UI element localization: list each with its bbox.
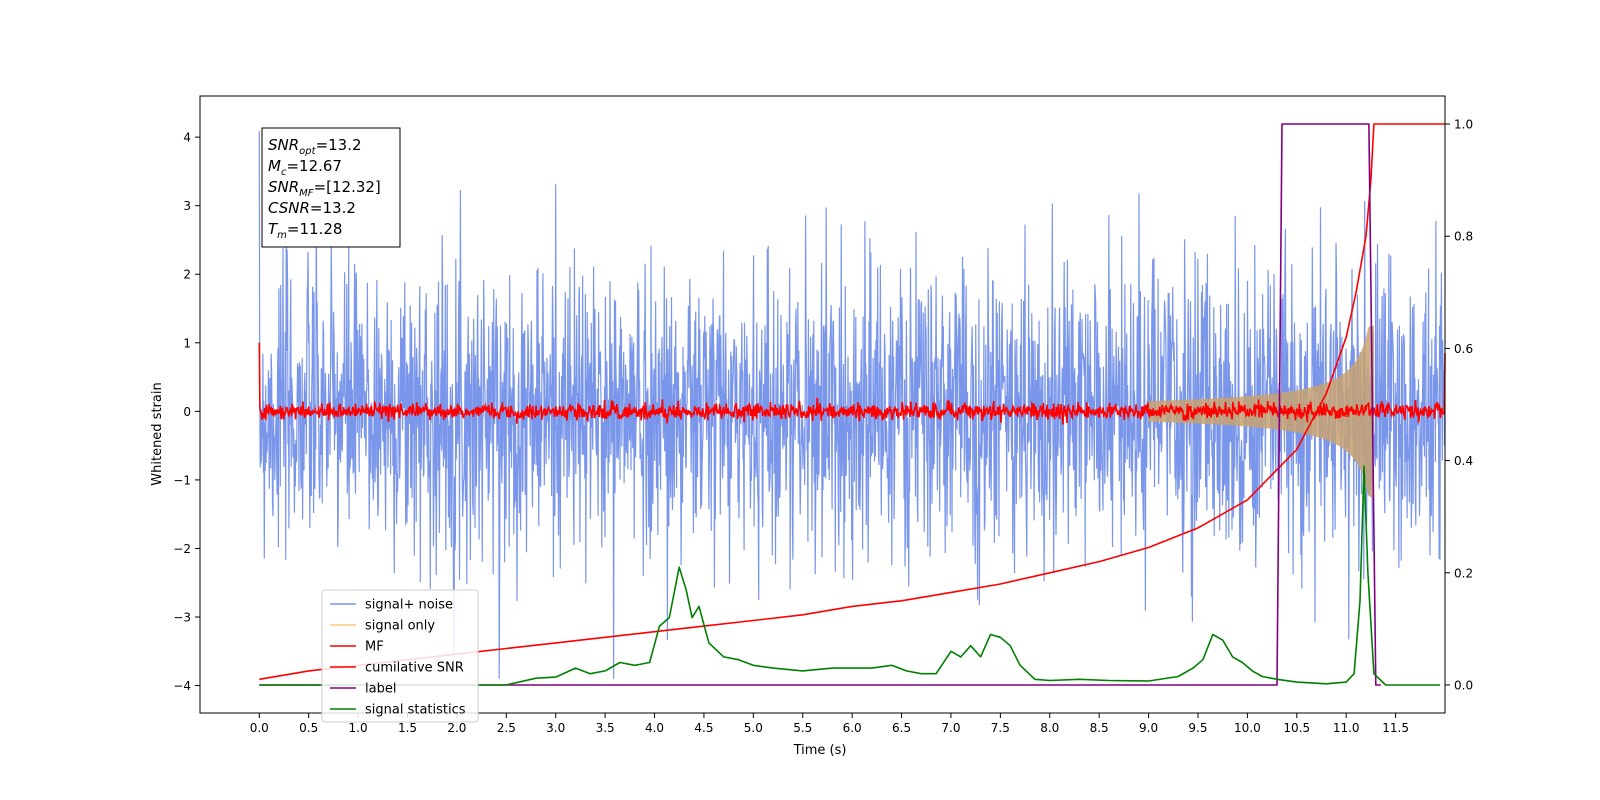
signal-statistics-line [259, 465, 1441, 686]
x-tick-label: 7.0 [941, 721, 960, 735]
x-tick-label: 2.0 [447, 721, 466, 735]
y-tick-label: 2 [183, 268, 191, 282]
y-tick-label: 1 [183, 336, 191, 350]
x-tick-label: 1.0 [349, 721, 368, 735]
right-y-tick-label: 0.6 [1454, 342, 1473, 356]
x-axis-ticks: 0.0 0.5 1.0 1.5 2.0 2.5 3.0 3.5 4.0 4.5 5.0 5.5 6.0 6… [250, 713, 1409, 735]
signal-noise-line [258, 131, 1446, 679]
x-tick-label: 6.5 [892, 721, 911, 735]
x-tick-label: 10.0 [1234, 721, 1261, 735]
legend-label: label [365, 682, 396, 697]
x-tick-label: 10.5 [1283, 721, 1310, 735]
y-axis-label: Whitened strain [150, 382, 165, 485]
x-tick-label: 4.0 [645, 721, 664, 735]
x-tick-label: 11.0 [1333, 721, 1360, 735]
x-tick-label: 0.0 [250, 721, 269, 735]
annotation-box: SNRopt=13.2Mc=12.67SNRMF=[12.32]CSNR=13.… [261, 127, 401, 248]
annotation-line: CSNR=13.2 [268, 199, 356, 217]
y-tick-label: −3 [173, 611, 191, 625]
cumilative-snr-line [259, 123, 1445, 681]
legend-frame [321, 589, 479, 723]
x-tick-label: 5.5 [793, 721, 812, 735]
y-tick-label: −1 [173, 473, 191, 487]
y-axis-ticks: 4 3 2 1 0 −1 −2 −3 −4 [173, 131, 200, 693]
mf-series [258, 342, 1446, 425]
annotation-line: SNRopt=13.2 [268, 136, 362, 157]
right-y-tick-label: 0.4 [1454, 454, 1473, 468]
y-tick-label: −4 [173, 679, 191, 693]
signal-noise-series [258, 131, 1446, 679]
right-y-tick-label: 1.0 [1454, 118, 1473, 132]
x-tick-label: 5.0 [744, 721, 763, 735]
right-y-tick-label: 0.2 [1454, 566, 1473, 580]
right-axis-series [259, 123, 1445, 686]
x-tick-label: 3.5 [596, 721, 615, 735]
x-tick-label: 6.0 [843, 721, 862, 735]
x-tick-label: 0.5 [299, 721, 318, 735]
annotation-line: Tm=11.28 [268, 220, 342, 241]
right-y-axis-ticks: 1.0 0.8 0.6 0.4 0.2 0.0 [1445, 118, 1473, 692]
legend-label: signal statistics [365, 703, 466, 718]
legend-label: signal+ noise [365, 598, 453, 613]
annotation-line: Mc=12.67 [268, 157, 342, 178]
annotation-line: SNRMF=[12.32] [268, 178, 381, 199]
x-tick-label: 2.5 [497, 721, 516, 735]
legend-label: MF [365, 640, 384, 655]
y-tick-label: 3 [183, 199, 191, 213]
y-tick-label: 4 [183, 131, 191, 145]
right-y-tick-label: 0.0 [1454, 678, 1473, 692]
label-line [259, 123, 1381, 686]
x-tick-label: 7.5 [991, 721, 1010, 735]
y-tick-label: 0 [183, 405, 191, 419]
x-tick-label: 11.5 [1382, 721, 1409, 735]
legend: signal+ noise signal only MF cumilative SNR… [321, 589, 479, 723]
x-tick-label: 8.0 [1040, 721, 1059, 735]
y-tick-label: −2 [173, 542, 191, 556]
legend-label: cumilative SNR [365, 661, 464, 676]
annotation-frame [261, 127, 401, 248]
legend-label: signal only [365, 619, 435, 634]
x-axis-label: Time (s) [793, 743, 847, 758]
x-tick-label: 4.5 [694, 721, 713, 735]
x-tick-label: 8.5 [1090, 721, 1109, 735]
x-tick-label: 3.0 [546, 721, 565, 735]
x-tick-label: 9.0 [1139, 721, 1158, 735]
plot-frame [199, 95, 1446, 714]
right-y-tick-label: 0.8 [1454, 230, 1473, 244]
x-tick-label: 1.5 [398, 721, 417, 735]
x-tick-label: 9.5 [1188, 721, 1207, 735]
mf-line [258, 342, 1446, 425]
